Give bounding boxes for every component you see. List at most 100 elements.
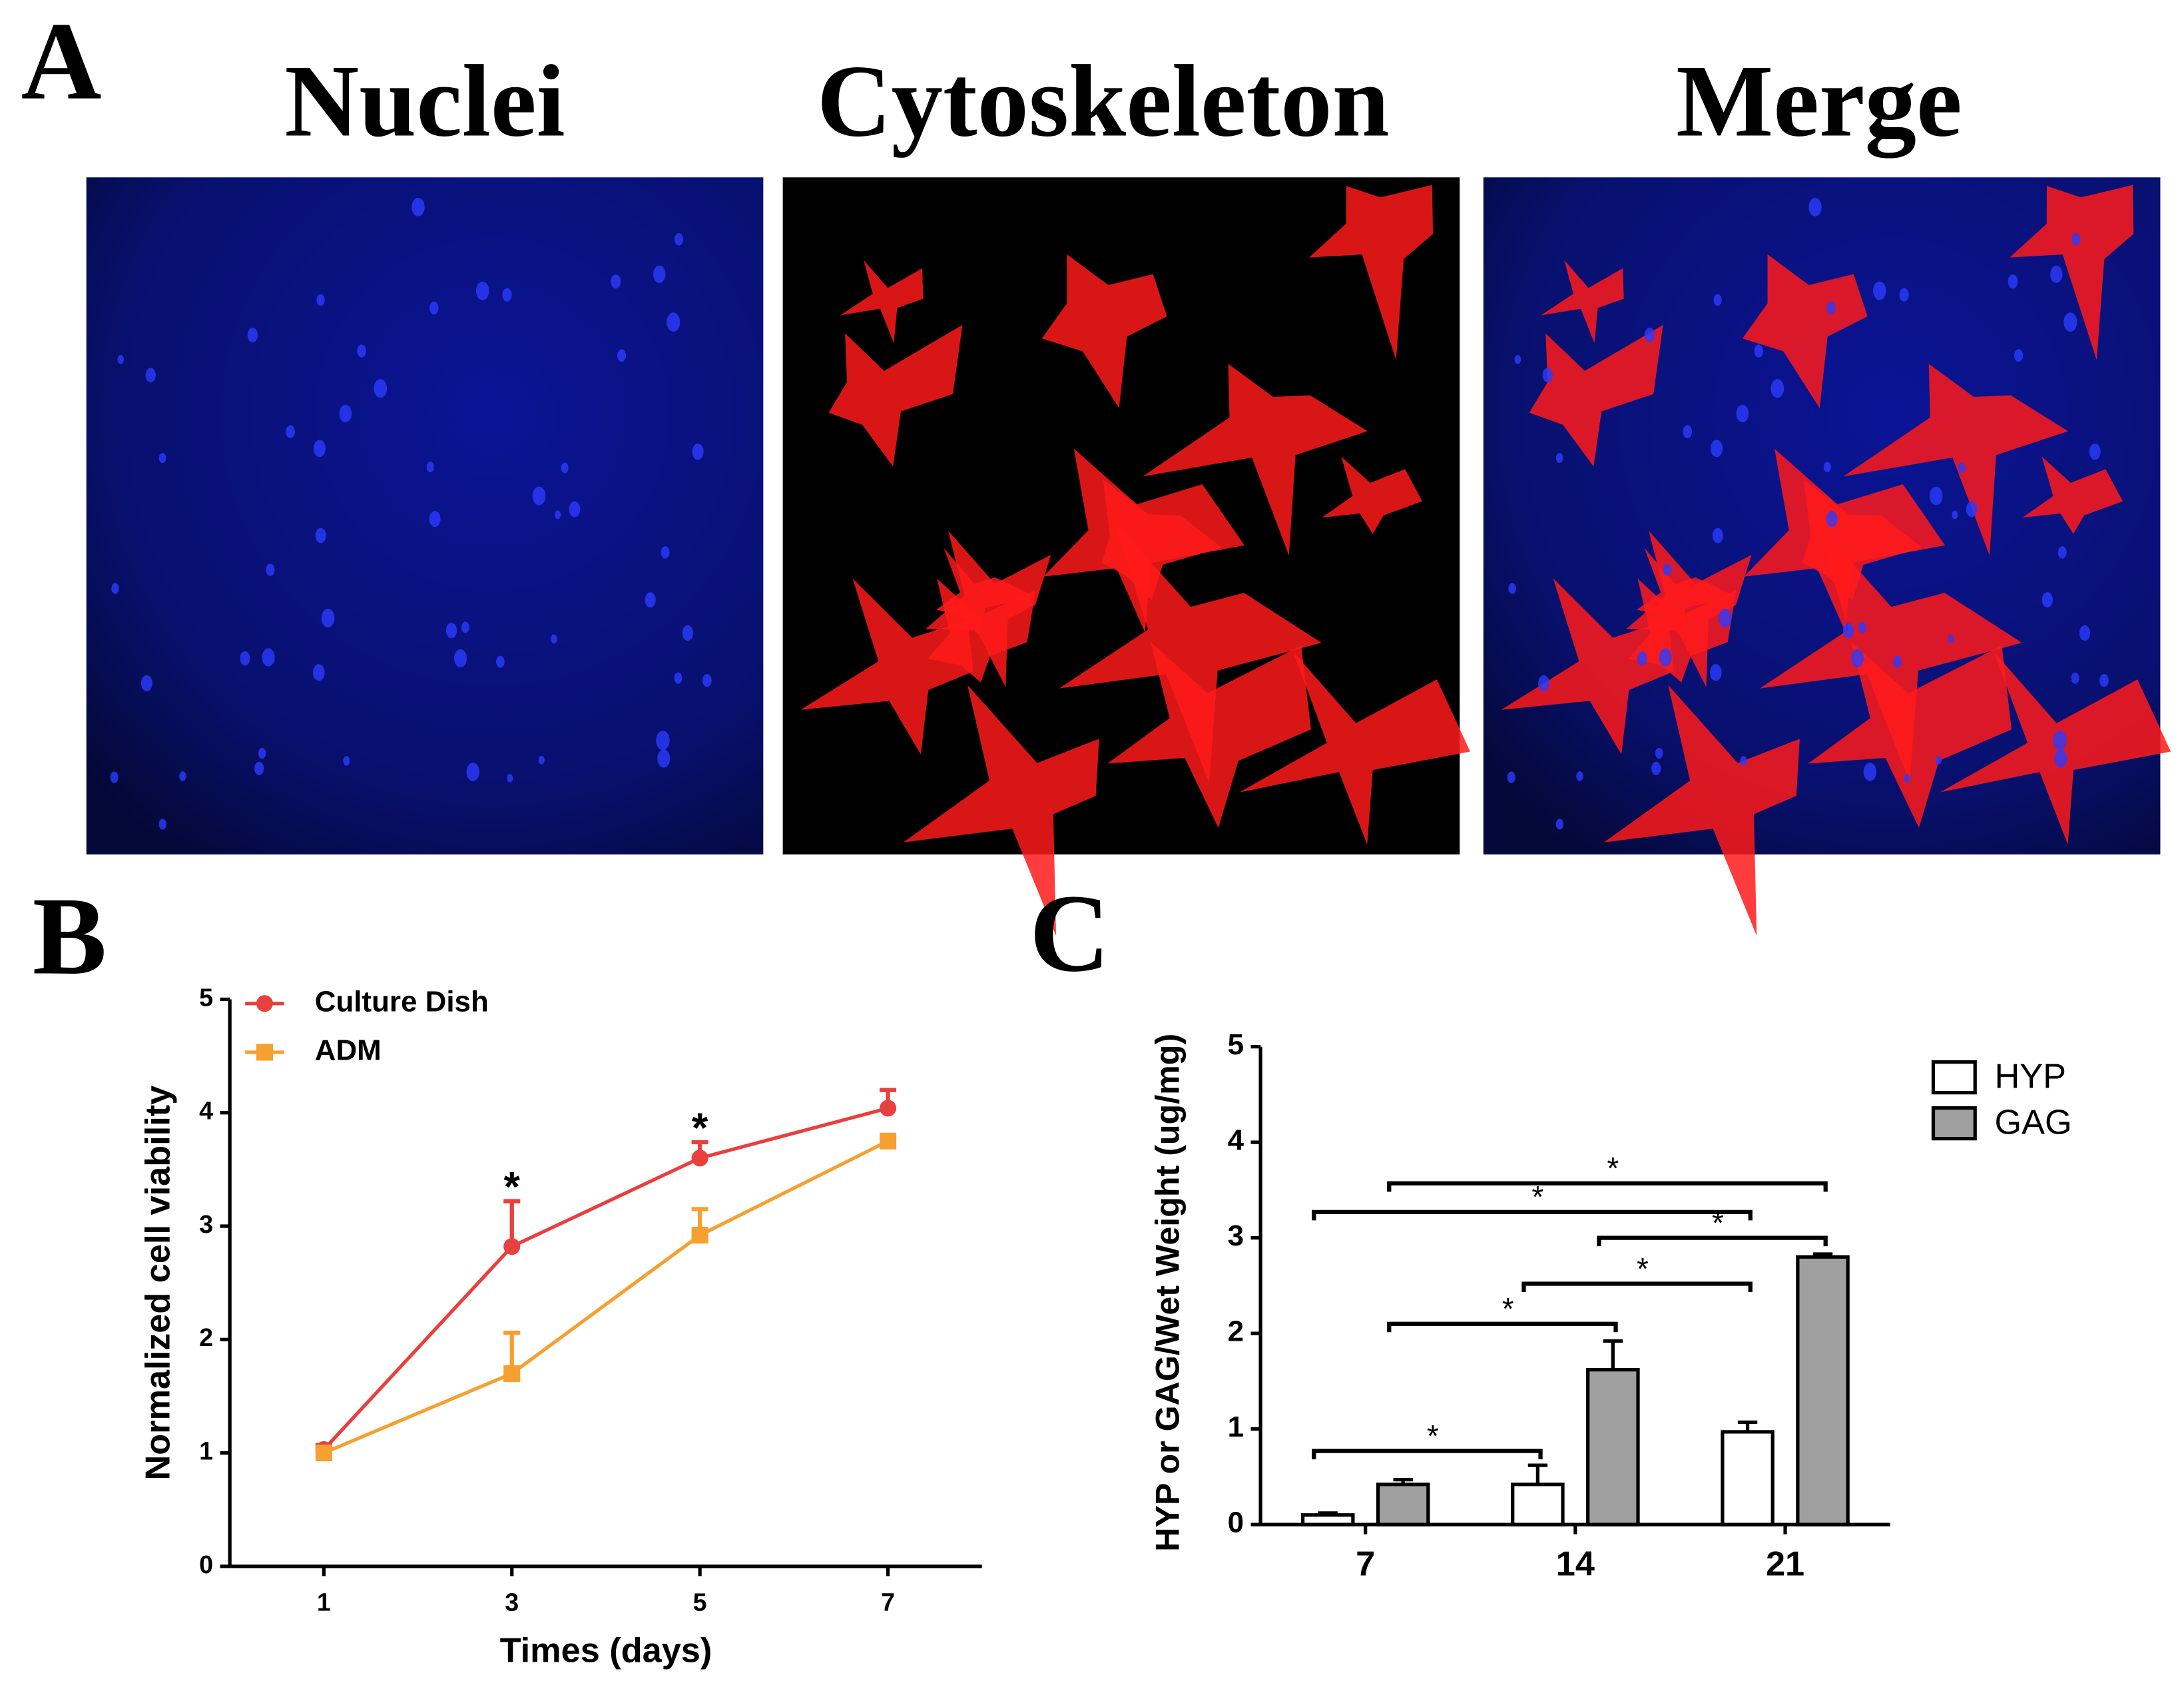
nucleus (1736, 404, 1749, 423)
nucleus (461, 621, 469, 633)
nucleus (1740, 756, 1747, 766)
cell (2010, 184, 2134, 360)
nucleus (1899, 288, 1909, 302)
cell (1059, 521, 1322, 783)
legend-label: ADM (315, 1034, 382, 1067)
nucleus (1507, 771, 1515, 783)
x-tick-label: 3 (505, 1588, 519, 1616)
nucleus (2042, 592, 2053, 608)
nucleus (2089, 444, 2101, 460)
nucleus (158, 453, 166, 464)
cell (1603, 685, 1800, 936)
nucleus (1873, 281, 1886, 300)
legend-label: GAG (1995, 1104, 2072, 1142)
nucleus (496, 655, 505, 668)
cell (1501, 578, 1675, 755)
series-line (323, 1139, 889, 1455)
y-tick-label: 2 (199, 1323, 213, 1351)
nucleus (145, 368, 156, 383)
nucleus (429, 511, 441, 527)
nucleus (2008, 274, 2018, 289)
significance-bracket (1312, 1209, 1753, 1221)
significance-bracket (1387, 1181, 1828, 1192)
nucleus (339, 404, 352, 423)
nucleus (2071, 672, 2079, 684)
significance-bracket (1597, 1235, 1828, 1247)
cell (1940, 651, 2171, 845)
bar (1511, 1483, 1565, 1526)
nucleus (1826, 511, 1838, 527)
nucleus (426, 462, 434, 473)
error-bar (1527, 1463, 1548, 1485)
cell (840, 260, 924, 344)
cell (1322, 456, 1422, 534)
panel-label: B (33, 874, 107, 998)
nucleus (1555, 819, 1563, 830)
significance-star: * (692, 1105, 708, 1152)
nucleus (538, 755, 545, 765)
cell (1309, 184, 1434, 360)
legend-marker (256, 1044, 273, 1061)
nucleus (1651, 761, 1661, 775)
cell (903, 685, 1099, 936)
nucleus (1966, 501, 1978, 517)
nucleus (429, 301, 439, 315)
y-tick-label: 5 (1228, 1028, 1244, 1061)
nucleus (2053, 731, 2067, 751)
y-tick-label: 4 (1228, 1124, 1244, 1157)
nucleus (1508, 583, 1516, 594)
nucleus (653, 265, 666, 283)
nucleus (611, 274, 621, 289)
nucleus (1683, 425, 1693, 438)
panel-label: A (21, 0, 102, 123)
legend-swatch (1931, 1060, 1977, 1095)
nucleus (1576, 771, 1583, 781)
nucleus (111, 583, 119, 594)
nucleus (286, 425, 295, 438)
x-tick-label: 5 (693, 1588, 707, 1616)
nucleus (262, 648, 275, 667)
nucleus (1710, 664, 1722, 681)
point (879, 1100, 897, 1117)
bar (1586, 1368, 1640, 1526)
legend-label: Culture Dish (315, 985, 489, 1018)
nucleus (110, 771, 119, 783)
nucleus (343, 756, 350, 766)
nucleus (2079, 625, 2091, 641)
error-bar (1603, 1339, 1623, 1370)
nucleus (561, 462, 569, 474)
significance-star: * (1427, 1419, 1439, 1453)
nucleus (645, 592, 656, 608)
nucleus (502, 288, 512, 302)
point (691, 1227, 708, 1244)
cell (828, 324, 963, 467)
cell (1529, 324, 1663, 467)
y-axis-label: Normalized cell viability (138, 1086, 177, 1481)
nucleus (1958, 462, 1966, 474)
nucleus (555, 510, 561, 519)
y-tick-label: 3 (1228, 1219, 1244, 1252)
nucleus (313, 440, 326, 458)
y-tick-label: 5 (199, 983, 213, 1011)
nucleus (2057, 546, 2067, 559)
x-tick-label: 14 (1556, 1545, 1595, 1584)
x-tick-label: 7 (1356, 1545, 1375, 1584)
point (879, 1132, 897, 1150)
nucleus (1644, 328, 1655, 343)
significance-star: * (1531, 1179, 1543, 1214)
y-tick-label: 0 (199, 1550, 213, 1578)
nucleus (1514, 354, 1521, 364)
nucleus (674, 672, 682, 684)
nucleus (315, 527, 326, 543)
x-axis-label: Times (days) (500, 1631, 712, 1670)
significance-star: * (1502, 1291, 1514, 1326)
cell (1742, 254, 1868, 408)
nucleus (312, 664, 325, 681)
point (503, 1365, 521, 1382)
point (503, 1238, 521, 1255)
cell (1239, 651, 1470, 845)
nucleus (1754, 344, 1764, 358)
nucleus (466, 763, 479, 781)
significance-bracket (1312, 1449, 1543, 1460)
